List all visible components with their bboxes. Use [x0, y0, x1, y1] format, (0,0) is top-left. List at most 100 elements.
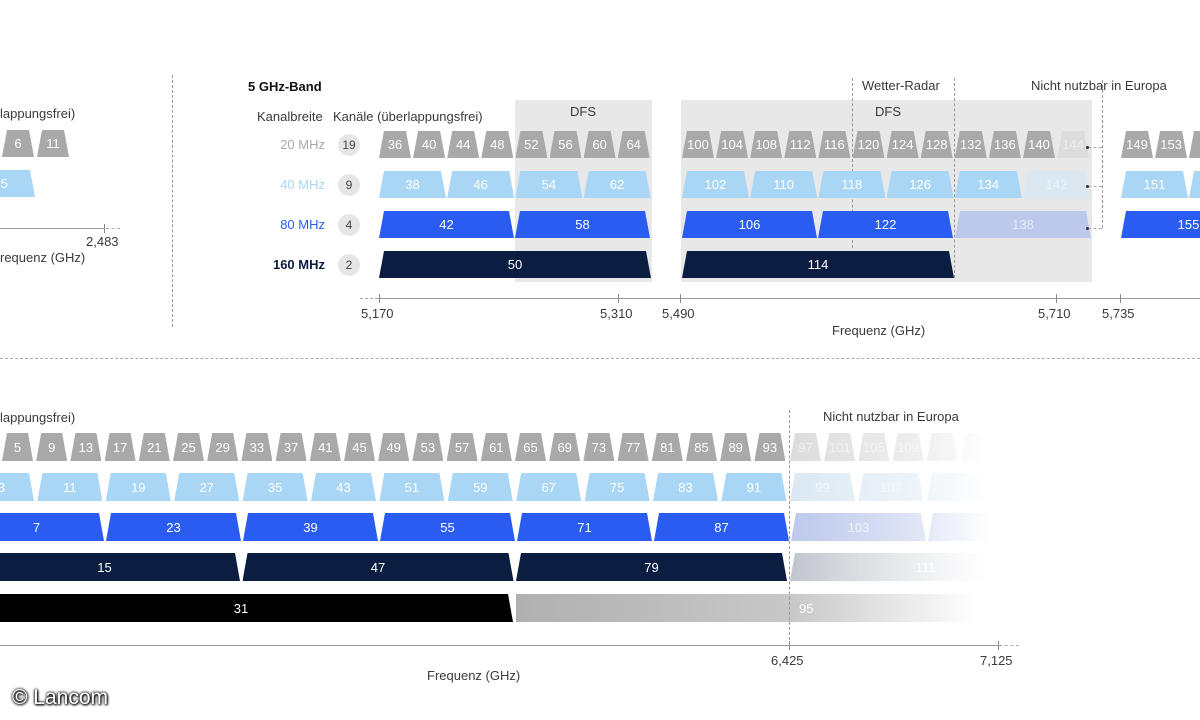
channel-tile: 41: [310, 433, 341, 461]
axis-tick: [618, 294, 619, 303]
channel-tile: 124: [887, 131, 919, 158]
weather-radar-marker: [852, 78, 853, 248]
channel-width-label: 80 MHz: [280, 217, 325, 232]
connector-dot: [1086, 146, 1089, 149]
band24-tick-label: 2,483: [86, 234, 119, 249]
axis-tick: [998, 641, 999, 650]
channel-tile: 39: [243, 513, 378, 541]
channel-tile: 101: [824, 433, 855, 461]
channel-tile: 64: [618, 131, 650, 158]
section-separator: [0, 358, 1200, 359]
channel-tile: 31: [0, 594, 513, 622]
channel-tile: 155: [1121, 211, 1200, 238]
channel-tile: 33: [241, 433, 272, 461]
channel-tile: 136: [989, 131, 1021, 158]
channel-tile: 107: [858, 473, 923, 501]
channel-count-badge: 19: [338, 134, 360, 156]
channel-tile: 104: [716, 131, 748, 158]
channel-tile: 102: [682, 171, 749, 198]
not-usable-marker: [789, 410, 790, 650]
channel-tile: 69: [549, 433, 580, 461]
channel-tile: 114: [682, 251, 954, 278]
channel-tile: 106: [682, 211, 817, 238]
connector: [1088, 228, 1102, 229]
channel-tile: 35: [243, 473, 308, 501]
channel-width-label: 40 MHz: [280, 177, 325, 192]
channel-tile: 93: [754, 433, 785, 461]
channel-tile: 111: [790, 553, 1061, 581]
channel-tile: 100: [682, 131, 714, 158]
channel-tile: 89: [720, 433, 751, 461]
channel-tile: 43: [311, 473, 376, 501]
dfs-label: DFS: [570, 104, 596, 119]
channel-tile: 48: [481, 131, 513, 158]
channel-tile: 29: [207, 433, 238, 461]
channel-tile: 17: [105, 433, 136, 461]
axis-tick: [1056, 294, 1057, 303]
channel-tile: 105: [858, 433, 889, 461]
channel-tile: 138: [955, 211, 1091, 238]
not-usable-label: Nicht nutzbar in Europa: [1031, 78, 1167, 93]
channel-tile: 126: [887, 171, 954, 198]
channel-tile: 144: [1057, 131, 1089, 158]
channel-tile: 116: [818, 131, 850, 158]
copyright-watermark: © Lancom: [12, 686, 109, 709]
connector-dot: [1086, 185, 1089, 188]
channel-tile: [1189, 171, 1200, 198]
channel-tile: 42: [379, 211, 514, 238]
axis-tick-label: 5,735: [1102, 306, 1135, 321]
channel-tile: [1189, 131, 1200, 158]
channel-tile: 59: [448, 473, 513, 501]
channel-count-badge: 9: [338, 174, 360, 196]
channel-tile: 60: [584, 131, 616, 158]
channel-tile: 71: [517, 513, 652, 541]
band6-header: lappungsfrei): [0, 410, 76, 425]
axis-extension: [999, 645, 1019, 646]
channel-tile: 38: [379, 171, 446, 198]
channel-tile: 140: [1023, 131, 1055, 158]
channel-width-label: 160 MHz: [272, 257, 325, 272]
channel-tile: 46: [447, 171, 514, 198]
axis-tick-label: 6,425: [771, 653, 804, 668]
weather-radar-label: Wetter-Radar: [862, 78, 940, 93]
channel-tile: 122: [818, 211, 953, 238]
channel-tile: 85: [686, 433, 717, 461]
band5-axis: [378, 298, 1200, 299]
channel-tile: 67: [516, 473, 581, 501]
channel-tile: [961, 433, 992, 461]
channel-tile: 61: [481, 433, 512, 461]
axis-tick-label: 5,310: [600, 306, 633, 321]
channel-tile: 149: [1121, 131, 1153, 158]
channel-tile: 44: [447, 131, 479, 158]
axis-tick-label: 5,710: [1038, 306, 1071, 321]
channel-tile: 15: [0, 553, 240, 581]
axis-tick: [1120, 294, 1121, 303]
channel-tile: 75: [585, 473, 650, 501]
channel-tile: 9: [36, 433, 67, 461]
channel-count-badge: 2: [338, 254, 360, 276]
not-usable-channels: 97 101 105 109 99 107 103 111: [790, 425, 990, 635]
channel-tile: 132: [955, 131, 987, 158]
axis-tick-label: 5,490: [662, 306, 695, 321]
axis-extension: [360, 298, 378, 299]
channel-tile: 120: [853, 131, 885, 158]
channel-tile: 79: [516, 553, 787, 581]
channel-tile: 6: [2, 130, 34, 157]
channel-tile: 3: [0, 473, 34, 501]
channel-tile: 95: [516, 594, 976, 622]
channel-tile: 40: [413, 131, 445, 158]
channel-tile: 142: [1023, 171, 1090, 198]
band5-title: 5 GHz-Band: [248, 79, 322, 94]
connector: [1088, 147, 1102, 148]
channel-tile: 118: [818, 171, 885, 198]
channel-tile: 112: [784, 131, 816, 158]
channel-tile: [928, 513, 1063, 541]
channel-count-badge: 4: [338, 214, 360, 236]
band6-axis: [0, 645, 998, 646]
band24-axis: [0, 228, 104, 229]
channel-tile: 87: [654, 513, 789, 541]
channel-tile: 52: [515, 131, 547, 158]
channel-tile: 103: [791, 513, 926, 541]
channel-tile: 11: [37, 473, 102, 501]
channel-tile: 110: [750, 171, 817, 198]
